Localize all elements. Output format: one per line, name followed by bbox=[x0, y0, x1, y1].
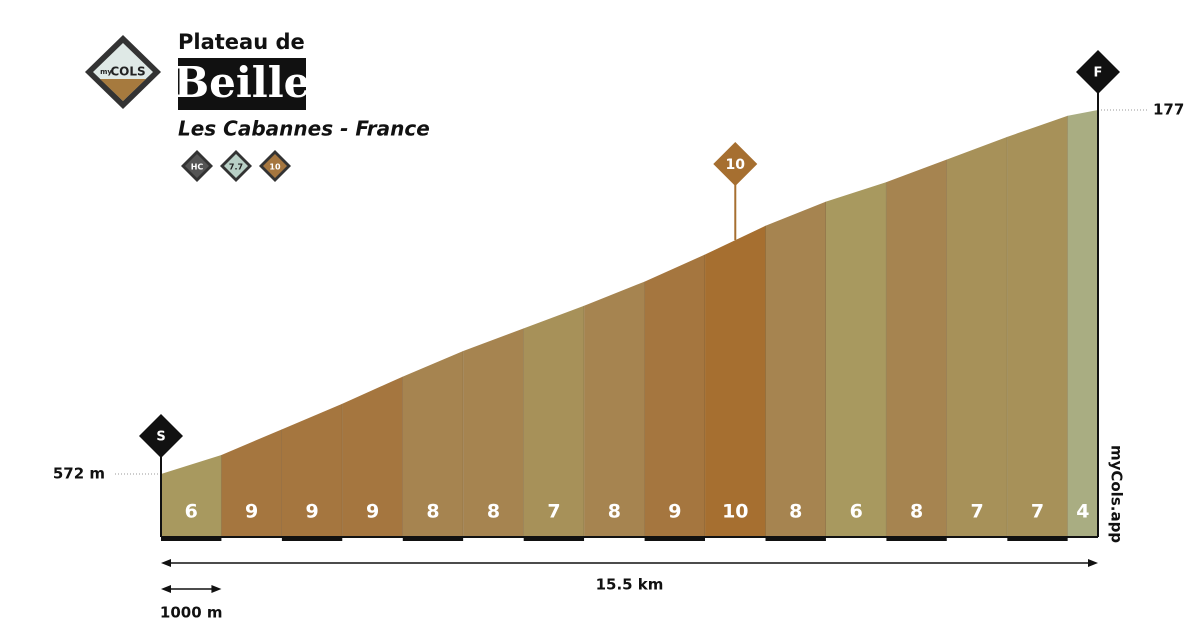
km-stripe bbox=[342, 537, 403, 541]
profile-segment bbox=[825, 182, 887, 537]
gradient-label: 10 bbox=[722, 501, 748, 523]
scale-arrow-head-left bbox=[161, 585, 171, 593]
gradient-label: 9 bbox=[306, 501, 319, 523]
gradient-label: 7 bbox=[1031, 501, 1044, 523]
profile-segment bbox=[584, 281, 645, 537]
profile-segment bbox=[342, 376, 403, 537]
profile-segment bbox=[463, 328, 524, 537]
logo: my COLS bbox=[85, 35, 161, 109]
profile-segment bbox=[644, 254, 706, 537]
badge-label: 7.7 bbox=[229, 163, 243, 172]
profile-segment bbox=[765, 201, 826, 538]
badge-label: 10 bbox=[269, 163, 281, 172]
logo-cols: COLS bbox=[110, 65, 145, 79]
logo-mountain bbox=[100, 79, 146, 101]
gradient-label: 4 bbox=[1076, 501, 1089, 523]
gradient-label: 8 bbox=[426, 501, 439, 523]
km-stripe bbox=[523, 537, 585, 541]
profile-segment bbox=[886, 159, 947, 537]
km-stripe bbox=[946, 537, 1008, 541]
max-gradient-label: 10 bbox=[726, 157, 746, 173]
finish-diamond bbox=[1076, 50, 1120, 94]
profile-segment bbox=[402, 350, 464, 537]
distance-label: 15.5 km bbox=[596, 576, 664, 594]
start-elevation: 572 m bbox=[53, 464, 105, 482]
gradient-label: 8 bbox=[487, 501, 500, 523]
km-stripe bbox=[463, 537, 524, 541]
profile-segment bbox=[705, 225, 766, 537]
watermark: myCols.app bbox=[1108, 445, 1126, 543]
title-box bbox=[178, 58, 306, 110]
km-stripe bbox=[886, 537, 947, 541]
profile-segment bbox=[161, 454, 222, 537]
km-stripe bbox=[644, 537, 706, 541]
badge bbox=[224, 154, 248, 178]
gradient-label: 8 bbox=[910, 501, 923, 523]
location: Les Cabannes - France bbox=[178, 117, 430, 141]
gradient-label: 6 bbox=[185, 501, 198, 523]
km-stripe bbox=[705, 537, 766, 541]
km-stripe bbox=[402, 537, 464, 541]
gradient-label: 9 bbox=[245, 501, 258, 523]
finish-label: F bbox=[1094, 66, 1103, 81]
subtitle-top: Plateau de bbox=[178, 30, 305, 54]
gradient-label: 9 bbox=[668, 501, 681, 523]
badge bbox=[185, 154, 209, 178]
profile-segment bbox=[281, 403, 343, 537]
scale-label: 1000 m bbox=[160, 604, 223, 622]
gradient-label: 9 bbox=[366, 501, 379, 523]
gradient-label: 8 bbox=[789, 501, 802, 523]
start-label: S bbox=[156, 430, 165, 445]
km-stripe bbox=[221, 537, 282, 541]
profile-segment bbox=[1007, 115, 1068, 537]
gradient-label: 6 bbox=[850, 501, 863, 523]
km-stripe bbox=[765, 537, 826, 541]
gradient-label: 8 bbox=[608, 501, 621, 523]
title: Beille bbox=[174, 58, 311, 107]
profile-segment bbox=[523, 305, 585, 537]
plot: 6 9 9 9 8 8 7 8 9 10 8 6 8 7 7 4 572 m 1779 S F 10 15.5 km 100… bbox=[53, 50, 1184, 622]
km-stripe bbox=[161, 537, 222, 541]
km-stripe bbox=[1007, 537, 1068, 541]
gradient-label: 7 bbox=[547, 501, 560, 523]
badge bbox=[263, 154, 287, 178]
km-stripe bbox=[584, 537, 645, 541]
profile-segment bbox=[946, 136, 1008, 538]
badge-label: HC bbox=[191, 163, 204, 172]
km-stripe bbox=[825, 537, 887, 541]
distance-arrow-head-left bbox=[161, 559, 171, 567]
badges: HC 7.7 10 bbox=[181, 150, 291, 182]
start-diamond bbox=[139, 414, 183, 458]
scale-arrow-head-right bbox=[211, 585, 222, 593]
km-stripe bbox=[281, 537, 343, 541]
gradient-label: 7 bbox=[970, 501, 983, 523]
profile-segment bbox=[1067, 110, 1098, 537]
km-stripe bbox=[1067, 537, 1098, 541]
profile-segment bbox=[221, 429, 282, 537]
max-gradient-diamond bbox=[713, 142, 758, 186]
distance-arrow-head-right bbox=[1088, 559, 1098, 567]
logo-my: my bbox=[100, 68, 112, 76]
end-elevation: 1779 bbox=[1153, 101, 1184, 119]
